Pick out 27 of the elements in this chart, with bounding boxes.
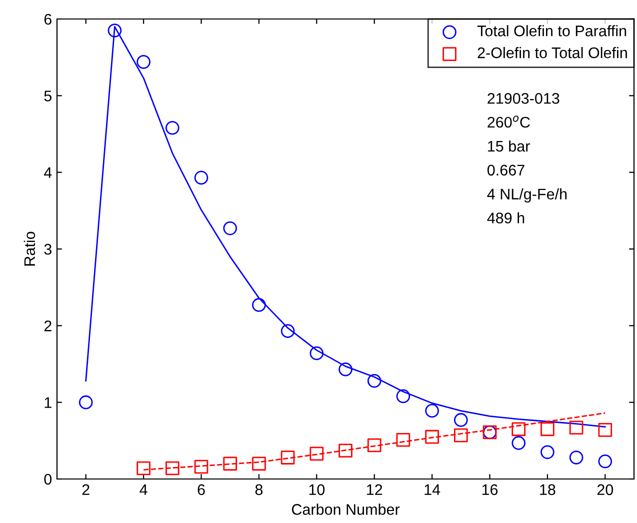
y-axis-title: Ratio	[24, 232, 36, 266]
x-tick-label: 4	[140, 484, 148, 495]
y-tick-label: 4	[44, 167, 52, 178]
x-tick-label: 18	[540, 484, 556, 496]
x-tick-label: 16	[482, 484, 498, 496]
x-tick-label: 8	[255, 484, 263, 496]
annotation: 21903-013	[488, 93, 560, 104]
x-tick-label: 10	[309, 484, 325, 496]
y-tick-label: 0	[44, 474, 52, 485]
y-tick-label: 3	[44, 244, 52, 255]
x-axis-title: Carbon Number	[292, 504, 400, 515]
x-tick-label: 2	[82, 484, 90, 495]
annotation: 0.667	[487, 164, 524, 176]
y-tick-label: 1	[44, 397, 52, 408]
legend-label: 2-Olefin to Total Olefin	[478, 46, 627, 58]
x-tick-label: 14	[424, 484, 440, 495]
y-tick-label: 2	[44, 320, 52, 332]
annotation: 260$^{o}$C	[488, 116, 530, 128]
x-tick-label: 12	[367, 484, 382, 495]
x-tick-label: 6	[198, 484, 205, 496]
annotation: 489 h	[487, 212, 524, 224]
y-tick-label: 5	[44, 90, 52, 102]
x-tick-label: 20	[597, 484, 614, 496]
legend-label: Total Olefin to Paraffin	[477, 25, 626, 36]
annotation: 15 bar	[488, 140, 530, 152]
annotation: 4 NL/g-Fe/h	[487, 188, 567, 203]
y-tick-label: 6	[44, 14, 52, 25]
